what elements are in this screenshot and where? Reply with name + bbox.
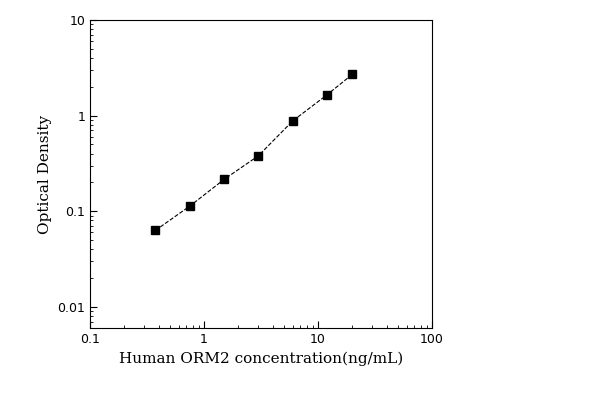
X-axis label: Human ORM2 concentration(ng/mL): Human ORM2 concentration(ng/mL) [119, 352, 403, 366]
Y-axis label: Optical Density: Optical Density [38, 114, 52, 234]
